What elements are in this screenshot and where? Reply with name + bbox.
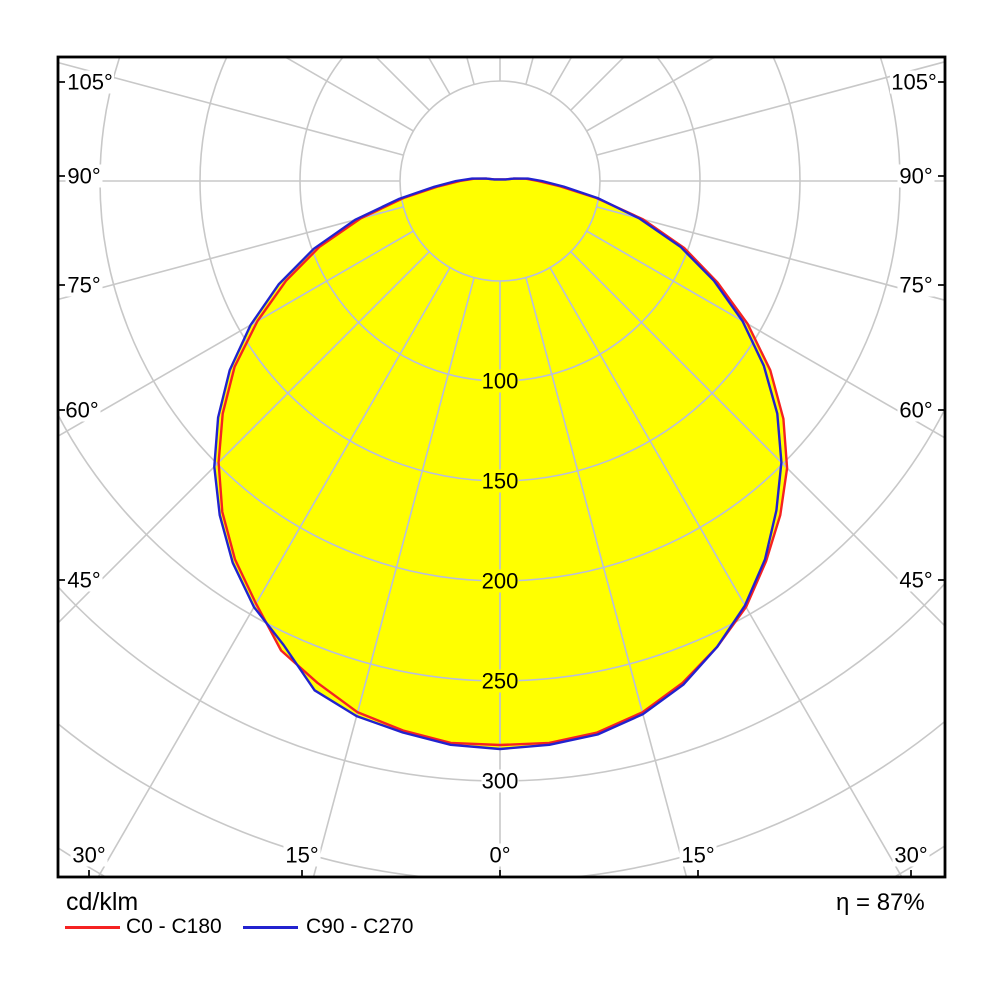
angle-label-right-45°: 45°: [899, 568, 932, 593]
angle-label-left-90°: 90°: [67, 164, 100, 189]
radial-label-200: 200: [482, 569, 519, 594]
angle-label-bottom-15°: 15°: [681, 843, 714, 868]
angle-label-bottom-15°-bg: [679, 843, 717, 867]
angle-label-bottom-15°-bg: [283, 843, 321, 867]
angle-label-bottom-30°-bg: [70, 843, 108, 867]
radial-label-250: 250: [482, 669, 519, 694]
grid-ray: [58, 206, 404, 301]
radial-label-300-bg: [481, 769, 519, 793]
c0-c180-curve: [217, 177, 789, 747]
grid-ray: [374, 57, 430, 111]
radial-label-150-bg: [481, 469, 519, 493]
radial-label-250-bg: [481, 669, 519, 693]
angle-label-right-75°: 75°: [899, 273, 932, 298]
grid-ray: [596, 206, 945, 302]
grid-ray: [283, 57, 414, 132]
grid-ray: [465, 57, 475, 85]
grid-ray: [596, 60, 945, 156]
angle-label-left-75°-bg: [65, 273, 103, 297]
angle-label-left-75°: 75°: [67, 273, 100, 298]
c90-c270-curve: [213, 177, 783, 751]
plot-border: [56, 55, 947, 879]
efficiency-label: η = 87%: [836, 889, 925, 916]
angle-label-left-105°: 105°: [67, 70, 113, 95]
angle-label-bottom-0°: 0°: [489, 843, 510, 868]
angle-label-right-60°-bg: [897, 398, 935, 422]
legend-swatch-c0-c180: [65, 926, 120, 929]
radial-label-300: 300: [482, 769, 519, 794]
angle-label-right-105°-bg: [890, 70, 938, 94]
angle-label-bottom-15°: 15°: [285, 843, 318, 868]
angle-label-left-45°-bg: [65, 568, 103, 592]
angle-label-right-45°-bg: [897, 568, 935, 592]
angle-label-left-60°: 60°: [65, 398, 98, 423]
angle-label-right-90°: 90°: [899, 164, 932, 189]
legend-label-c90-c270: C90 - C270: [306, 915, 414, 938]
radial-label-100: 100: [482, 369, 519, 394]
angle-label-right-60°: 60°: [899, 398, 932, 423]
angle-label-right-90°-bg: [897, 164, 935, 188]
angle-label-right-105°: 105°: [891, 70, 937, 95]
grid-ray: [586, 57, 717, 132]
angle-label-left-90°-bg: [65, 164, 103, 188]
angle-label-right-75°-bg: [897, 273, 935, 297]
unit-label: cd/klm: [66, 888, 139, 916]
legend-label-c0-c180: C0 - C180: [126, 915, 222, 938]
angle-label-bottom-0°-bg: [487, 843, 513, 867]
angle-label-bottom-30°: 30°: [894, 843, 927, 868]
angle-label-left-45°: 45°: [67, 568, 100, 593]
angle-label-bottom-30°-bg: [892, 843, 930, 867]
angle-label-left-60°-bg: [63, 398, 101, 422]
angle-label-bottom-30°: 30°: [72, 843, 105, 868]
grid-ray: [58, 61, 404, 156]
grid-ray: [525, 57, 535, 85]
radial-label-150: 150: [482, 469, 519, 494]
radial-label-200-bg: [481, 569, 519, 593]
legend-swatch-c90-c270: [243, 926, 298, 929]
radial-label-100-bg: [481, 369, 519, 393]
angle-label-left-105°-bg: [66, 70, 114, 94]
